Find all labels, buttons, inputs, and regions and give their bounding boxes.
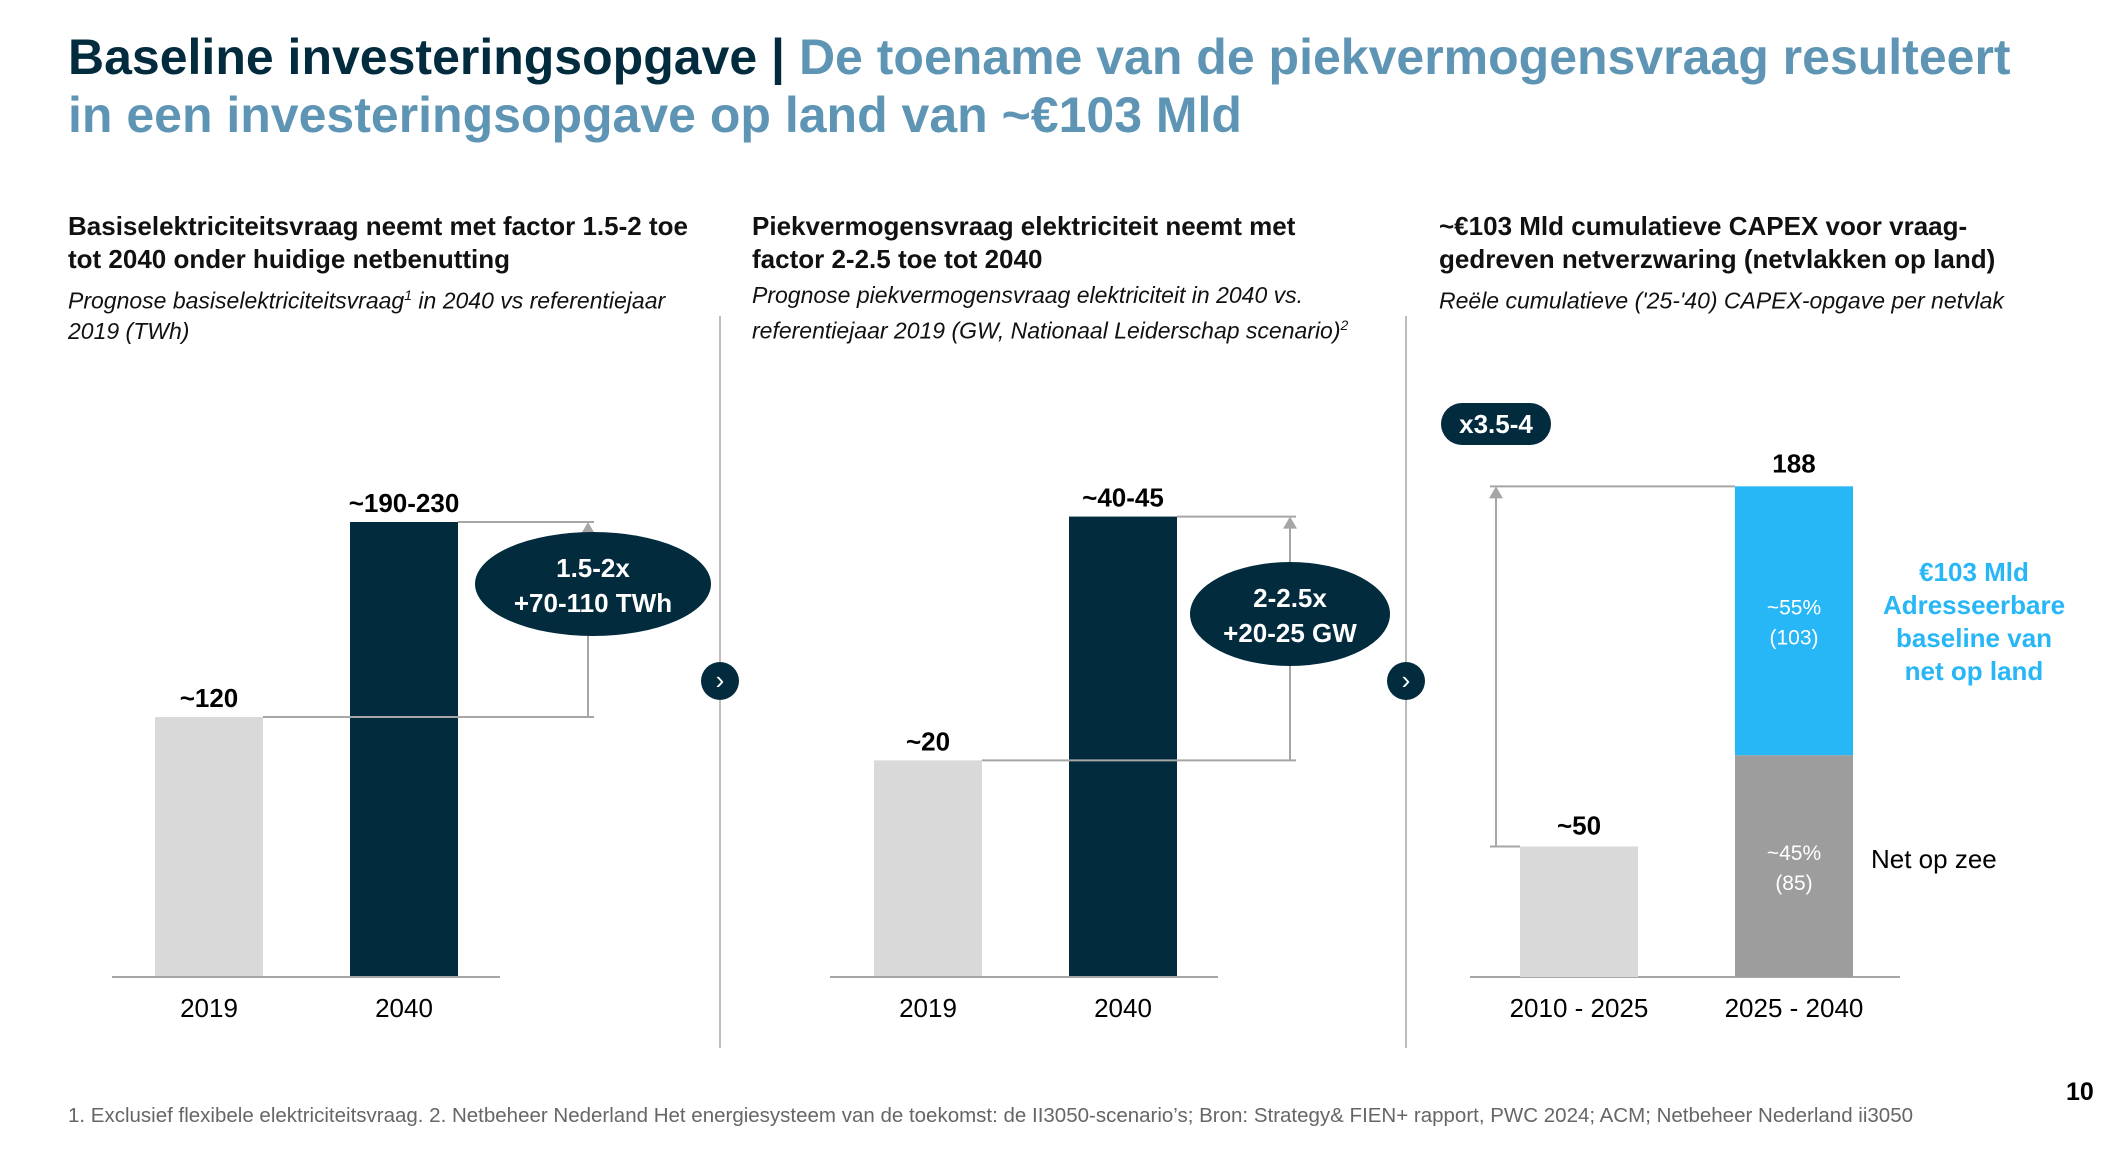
- panel-1-x-tick: 2019: [180, 993, 238, 1023]
- panel-1-bar-2019: [155, 717, 263, 977]
- charts-canvas: ~120 2019 ~190-230 2040 1.5-2x +70-110 TWh ~20…: [112, 403, 2065, 1023]
- panel-3-x-tick: 2025 - 2040: [1725, 993, 1864, 1023]
- panel-1-growth-arrow-head: [581, 522, 595, 534]
- panel-3-bar-2010-2025: [1520, 846, 1638, 977]
- panel-3-land-legend-line: net op land: [1905, 656, 2044, 686]
- panel-1-subtitle: Prognose basiselektriciteitsvraag1 in 20…: [68, 287, 666, 344]
- panel-1-growth-bubble: [475, 532, 711, 636]
- panel-2-growth-factor: 2-2.5x: [1253, 583, 1327, 613]
- panel-3-subtitle: Reële cumulatieve ('25-'40) CAPEX-opgave…: [1439, 287, 2004, 314]
- panel-3-value-label: 188: [1772, 448, 1815, 478]
- page-number: 10: [2066, 1078, 2094, 1106]
- chevron-right-icon: ›: [1387, 662, 1425, 700]
- panel-3-x-tick: 2010 - 2025: [1510, 993, 1649, 1023]
- panel-3-bar-segment-net-op-zee: [1735, 755, 1853, 977]
- panel-1-x-tick: 2040: [375, 993, 433, 1023]
- panel-1-value-label: ~190-230: [349, 488, 460, 518]
- page-title-subtitle: De toename van de piekvermogensvraag res…: [68, 29, 2011, 143]
- panel-3-bar-segment-net-op-land: [1735, 486, 1853, 756]
- panel-2-value-label: ~20: [906, 726, 950, 756]
- panel-2-heading: Piekvermogensvraag elektriciteit neemt m…: [752, 211, 1296, 274]
- panel-1-growth-amount: +70-110 TWh: [514, 588, 672, 618]
- panel-2-x-tick: 2040: [1094, 993, 1152, 1023]
- panel-3-sea-abs-label: (85): [1775, 872, 1812, 895]
- panel-3-multiplier-label: x3.5-4: [1459, 409, 1533, 439]
- page-title-main: Baseline investeringsopgave |: [68, 29, 799, 85]
- page-title: Baseline investeringsopgave | De toename…: [68, 28, 2028, 144]
- panel-2-bar-2040: [1069, 516, 1177, 977]
- panel-2-bar-2019: [874, 760, 982, 977]
- panel-3-heading: ~€103 Mld cumulatieve CAPEX voor vraag-g…: [1439, 211, 1996, 274]
- panel-2-subtitle: Prognose piekvermogensvraag elektricitei…: [752, 282, 1349, 344]
- panel-3-sea-pct-label: ~45%: [1767, 842, 1821, 865]
- panel-2-growth-amount: +20-25 GW: [1223, 618, 1357, 648]
- panel-3-multiplier-pill: [1441, 403, 1551, 445]
- panel-1-bar-2040: [350, 522, 458, 977]
- panel-2-growth-bubble: [1190, 562, 1390, 666]
- panel-3-sea-legend: Net op zee: [1871, 844, 1997, 874]
- panel-2-value-label: ~40-45: [1082, 483, 1164, 513]
- footnote: 1. Exclusief flexibele elektriciteitsvra…: [68, 1104, 1914, 1127]
- panel-3-land-pct-label: ~55%: [1767, 597, 1821, 620]
- panel-3-land-legend-line: baseline van: [1896, 623, 2052, 653]
- panel-3-land-legend-line: €103 Mld: [1919, 557, 2029, 587]
- panel-1-growth-factor: 1.5-2x: [556, 553, 630, 583]
- panel-1-value-label: ~120: [180, 683, 239, 713]
- panel-2-x-tick: 2019: [899, 993, 957, 1023]
- panel-1-heading: Basiselektriciteitsvraag neemt met facto…: [68, 211, 688, 274]
- panel-2-growth-arrow-head: [1283, 516, 1297, 529]
- panel-3-land-legend-line: Adresseerbare: [1883, 590, 2065, 620]
- chevron-right-icon: ›: [701, 662, 739, 700]
- panel-3-value-label: ~50: [1557, 811, 1601, 841]
- panel-3-growth-arrow-head: [1489, 486, 1503, 499]
- panel-3-land-abs-label: (103): [1769, 627, 1818, 650]
